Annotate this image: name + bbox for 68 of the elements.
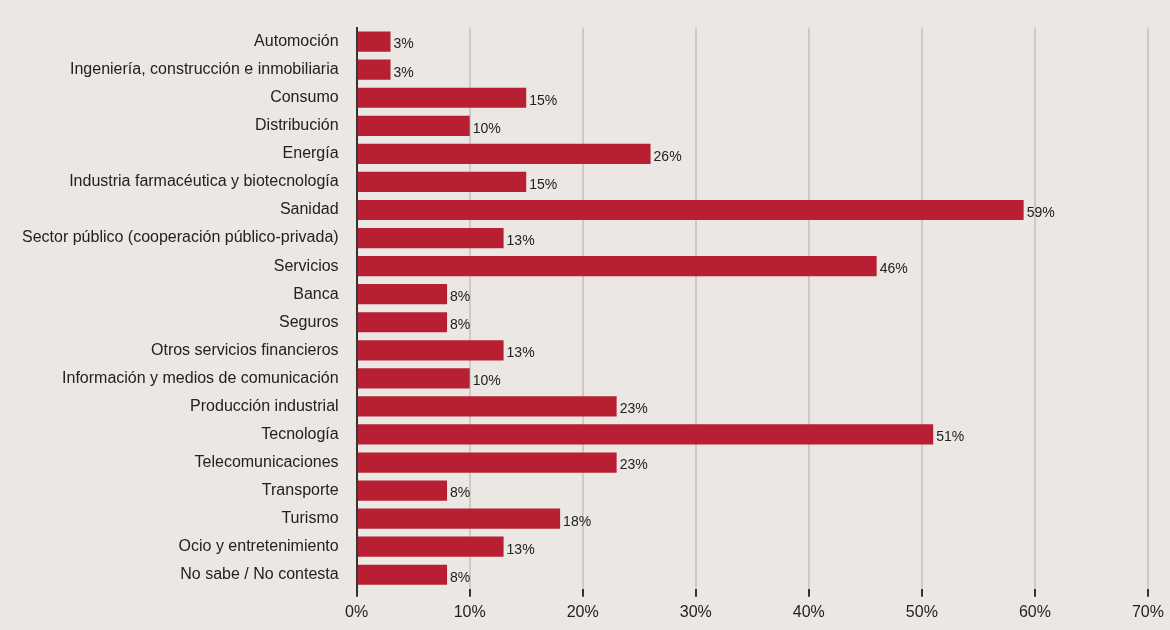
y-tick-label: Otros servicios financieros bbox=[150, 340, 339, 358]
data-label: 59% bbox=[1026, 203, 1055, 220]
data-label: 51% bbox=[936, 428, 965, 445]
x-tick-label: 70% bbox=[1131, 602, 1164, 620]
data-label: 13% bbox=[506, 540, 535, 557]
data-label: 26% bbox=[653, 147, 682, 164]
x-tick-label: 40% bbox=[792, 602, 825, 620]
data-label: 10% bbox=[472, 119, 501, 136]
x-tick-label: 50% bbox=[905, 602, 938, 620]
y-tick-label: Tecnología bbox=[261, 424, 339, 442]
data-label: 3% bbox=[393, 35, 414, 52]
data-label: 8% bbox=[450, 288, 471, 305]
data-label: 10% bbox=[472, 372, 501, 389]
data-label: 8% bbox=[450, 316, 471, 333]
bar bbox=[357, 256, 877, 277]
y-tick-label: Energía bbox=[282, 144, 339, 162]
bar bbox=[357, 424, 934, 445]
y-tick-label: Telecomunicaciones bbox=[194, 452, 339, 470]
data-label: 3% bbox=[393, 63, 414, 80]
bar bbox=[357, 87, 527, 108]
data-label: 23% bbox=[619, 400, 648, 417]
y-tick-label: Transporte bbox=[261, 481, 339, 498]
bar bbox=[357, 171, 527, 193]
x-tick-label: 60% bbox=[1018, 602, 1051, 620]
data-label: 8% bbox=[450, 568, 471, 585]
y-tick-label: Servicios bbox=[273, 256, 339, 274]
data-label: 15% bbox=[529, 91, 558, 108]
data-label: 13% bbox=[506, 344, 535, 361]
bar bbox=[357, 536, 504, 557]
y-tick-label: No sabe / No contesta bbox=[180, 565, 339, 583]
bar bbox=[357, 31, 391, 52]
x-tick-label: 30% bbox=[679, 602, 712, 620]
y-tick-label: Distribución bbox=[255, 116, 339, 134]
y-tick-label: Sector público (cooperación público-privada) bbox=[21, 228, 339, 246]
y-tick-label: Turismo bbox=[281, 509, 339, 527]
bar bbox=[357, 284, 448, 305]
x-tick-label: 0% bbox=[345, 602, 369, 620]
bar bbox=[357, 452, 617, 473]
y-tick-label: Sanidad bbox=[279, 200, 339, 218]
bar bbox=[357, 396, 617, 417]
y-tick-label: Consumo bbox=[270, 88, 339, 106]
bar bbox=[357, 312, 448, 333]
y-tick-label: Banca bbox=[293, 284, 339, 302]
data-label: 23% bbox=[619, 456, 648, 473]
y-tick-label: Información y medios de comunicación bbox=[62, 368, 339, 386]
data-label: 15% bbox=[529, 175, 558, 192]
bar bbox=[357, 368, 470, 389]
y-tick-label: Producción industrial bbox=[190, 396, 339, 414]
bar bbox=[357, 508, 561, 529]
bar bbox=[357, 480, 448, 501]
data-label: 18% bbox=[563, 512, 592, 529]
data-label: 46% bbox=[879, 259, 908, 276]
bar bbox=[357, 564, 448, 585]
bar bbox=[357, 115, 470, 136]
data-label: 13% bbox=[506, 231, 535, 248]
bar bbox=[357, 59, 391, 80]
bar bbox=[357, 199, 1024, 221]
x-tick-label: 10% bbox=[453, 602, 486, 620]
y-tick-label: Ingeniería, construcción e inmobiliaria bbox=[70, 60, 339, 78]
y-tick-label: Seguros bbox=[279, 312, 339, 330]
y-tick-label: Industria farmacéutica y biotecnología bbox=[69, 172, 339, 190]
data-label: 8% bbox=[450, 484, 471, 501]
y-tick-label: Ocio y entretenimiento bbox=[178, 537, 339, 555]
bar bbox=[357, 340, 504, 361]
bar bbox=[357, 143, 651, 164]
y-tick-label: Automoción bbox=[254, 32, 339, 50]
bar bbox=[357, 227, 504, 249]
x-tick-label: 20% bbox=[566, 602, 599, 620]
